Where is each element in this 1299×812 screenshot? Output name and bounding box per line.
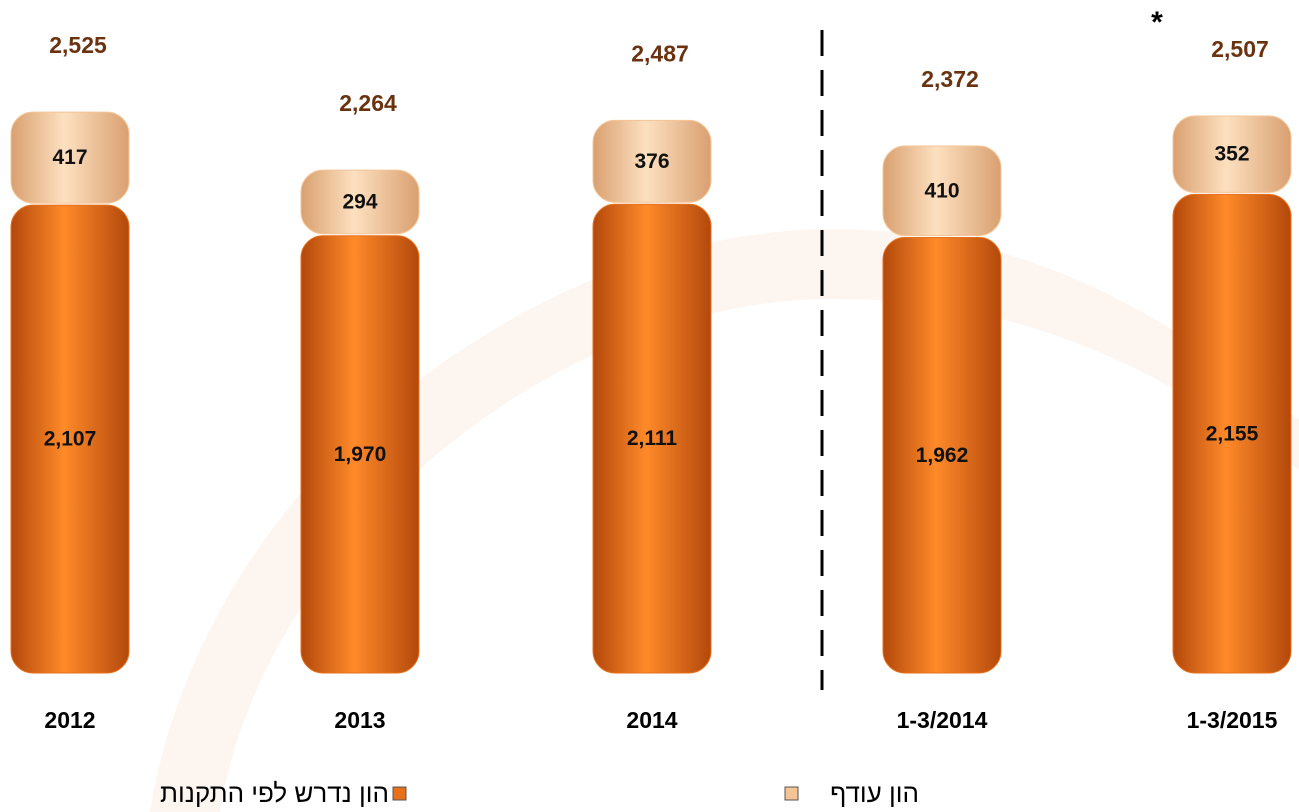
bar-segment	[592, 119, 712, 203]
background-swoosh	[150, 229, 1299, 812]
value-label: 376	[634, 150, 669, 173]
bar-segment	[10, 111, 130, 204]
annotation: *	[1151, 6, 1163, 39]
bar-segment	[882, 145, 1002, 236]
legend-swatch	[392, 786, 407, 801]
x-tick-label: 2013	[334, 707, 385, 733]
value-label: 1,970	[334, 443, 387, 466]
bar-segment	[300, 235, 420, 674]
x-tick-label: 2012	[44, 707, 95, 733]
bar-segment	[1172, 115, 1292, 193]
value-label: 294	[342, 190, 377, 213]
legend-label: הון עודף	[830, 778, 919, 808]
x-tick-label: 2014	[626, 707, 677, 733]
value-label: 352	[1214, 143, 1249, 166]
value-label: 2,111	[627, 427, 678, 450]
value-label: 2,107	[44, 428, 97, 451]
bar-segment	[592, 203, 712, 674]
bar-segment	[1172, 193, 1292, 674]
total-label: 2,372	[921, 66, 979, 92]
bar-segment	[882, 236, 1002, 674]
legend-swatch	[784, 786, 799, 801]
x-tick-label: 1-3/2015	[1187, 707, 1278, 733]
value-label: 2,155	[1206, 422, 1259, 445]
total-label: 2,264	[339, 90, 397, 116]
legend-label: הון נדרש לפי התקנות	[160, 778, 389, 808]
value-label: 1,962	[916, 444, 969, 467]
bar-segment	[300, 169, 420, 235]
value-label: 410	[924, 179, 959, 202]
total-label: 2,525	[49, 32, 107, 58]
total-label: 2,507	[1211, 36, 1269, 62]
total-label: 2,487	[631, 40, 689, 66]
x-tick-label: 1-3/2014	[897, 707, 988, 733]
value-label: 417	[52, 146, 87, 169]
bar-segment	[10, 204, 130, 674]
